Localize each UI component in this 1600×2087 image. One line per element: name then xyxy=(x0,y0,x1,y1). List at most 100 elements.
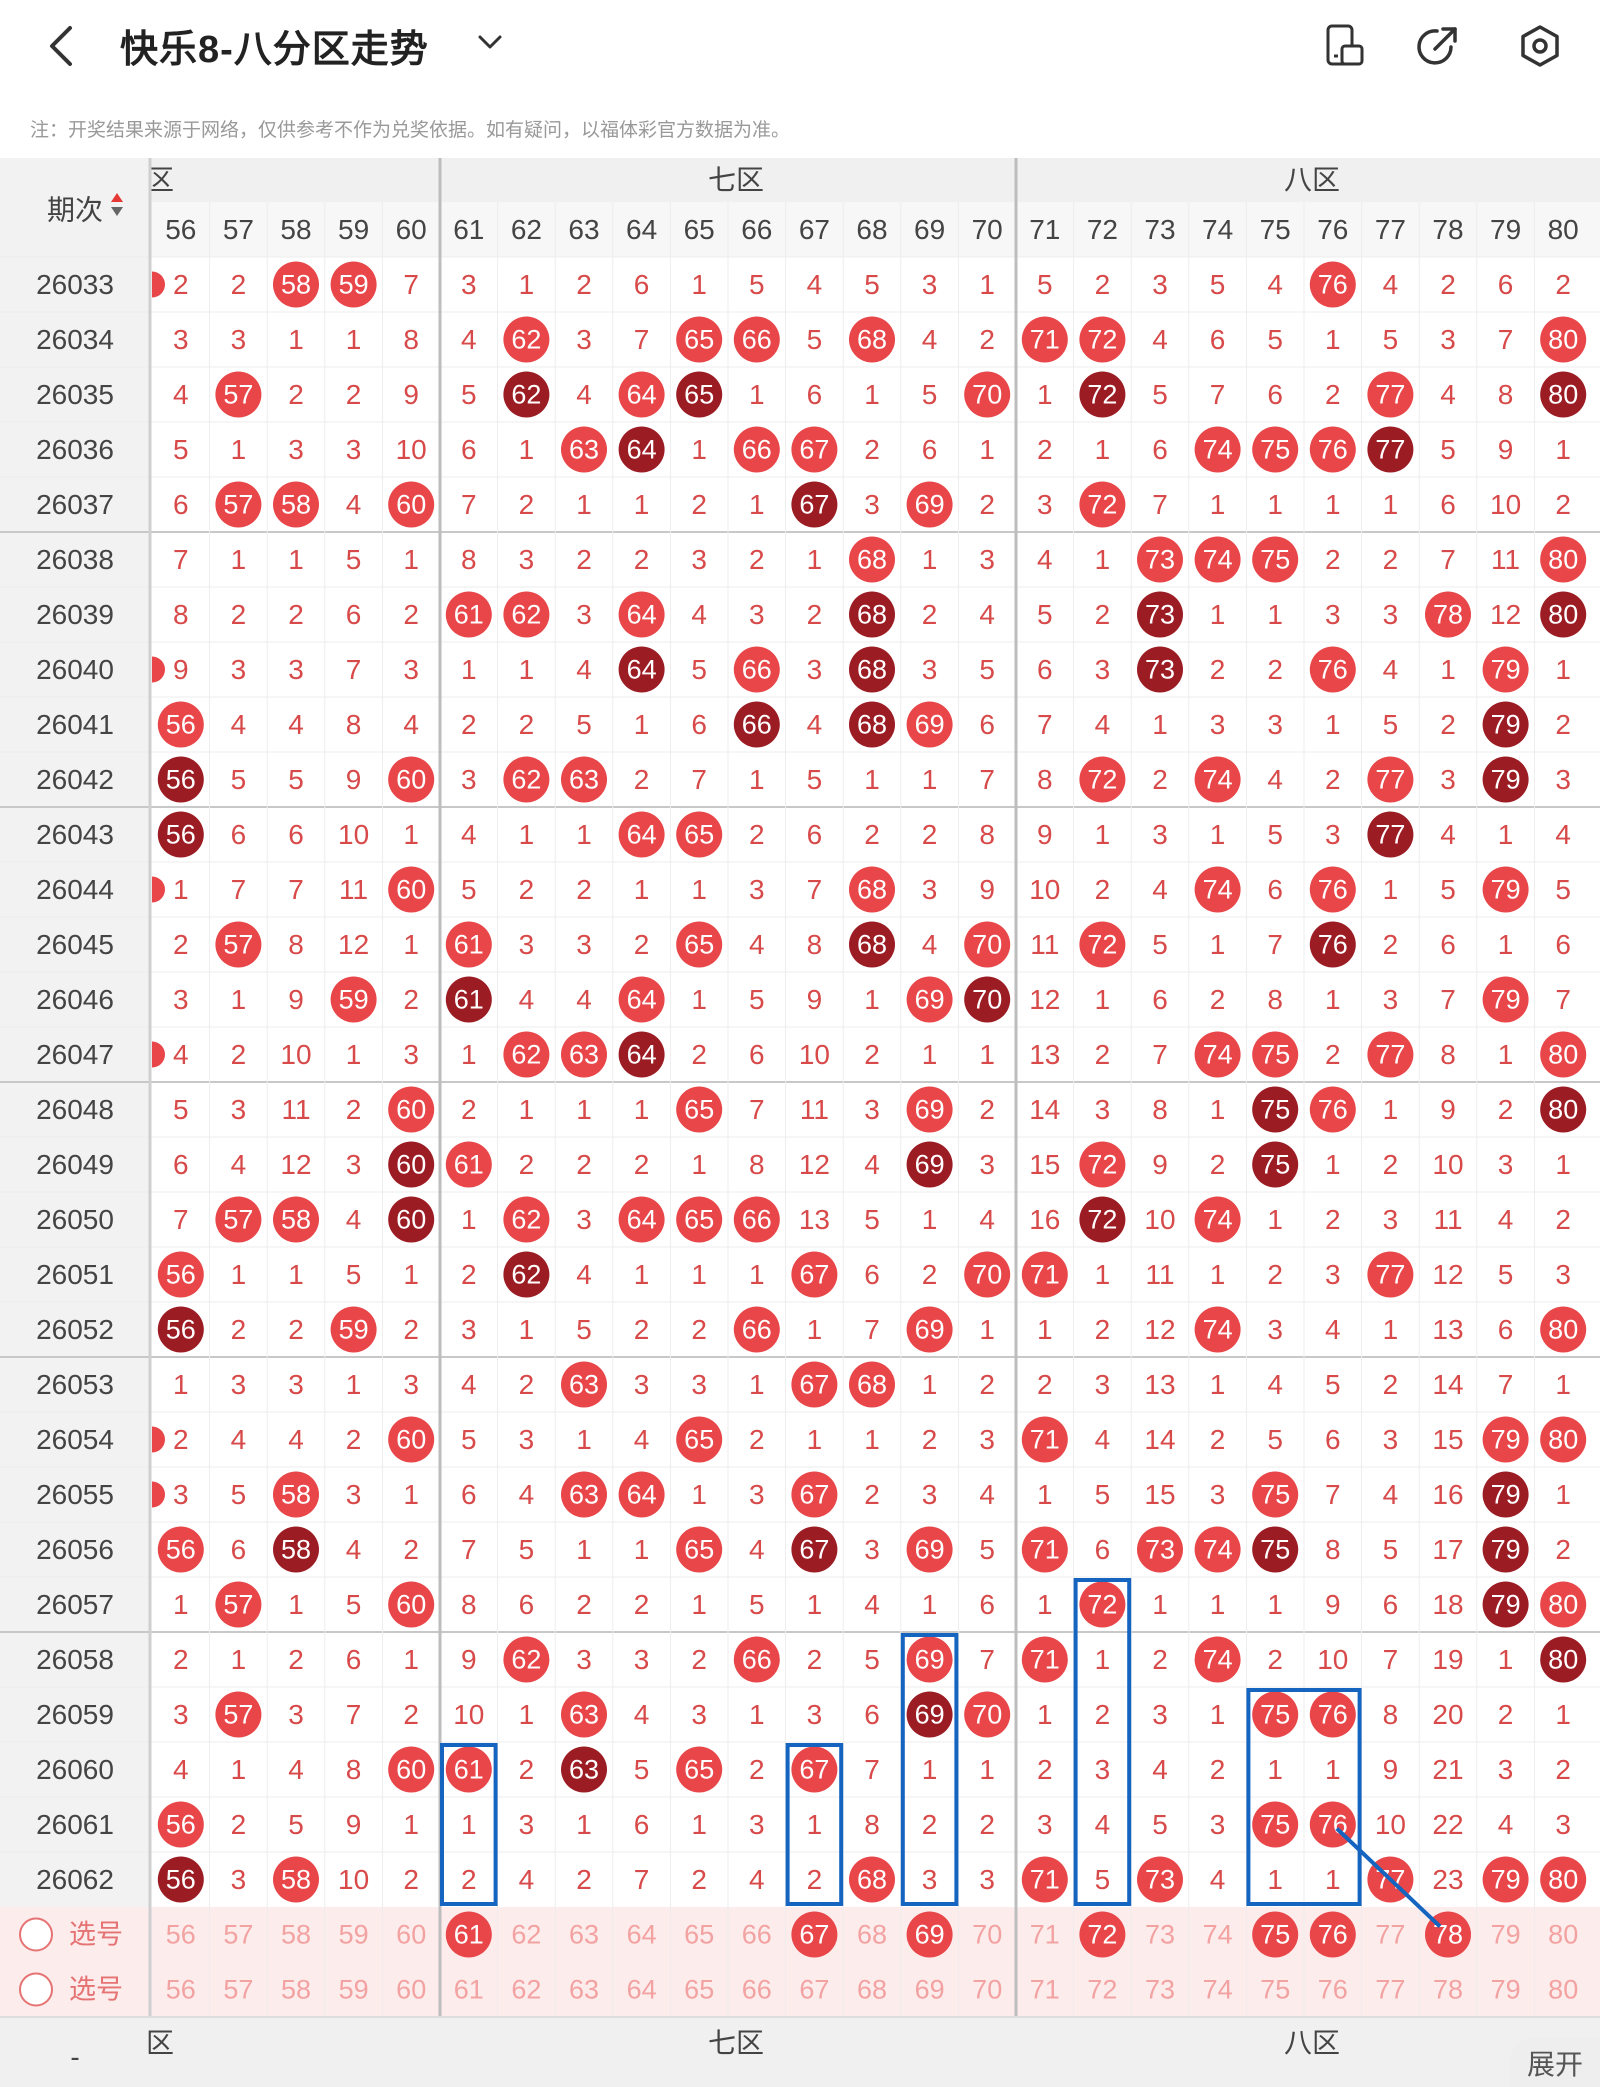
select-option[interactable]: 71 xyxy=(1030,1975,1060,2005)
selected-number[interactable]: 72 xyxy=(1087,1920,1117,1950)
selected-ball[interactable] xyxy=(445,1911,492,1958)
chevron-left-icon[interactable] xyxy=(36,16,86,76)
selected-number[interactable]: 67 xyxy=(799,1920,829,1950)
select-option[interactable]: 64 xyxy=(627,1920,657,1950)
miss-count: 4 xyxy=(576,379,592,410)
select-option[interactable]: 57 xyxy=(223,1920,253,1950)
miss-count: 4 xyxy=(1440,819,1456,850)
hit-number: 74 xyxy=(1203,765,1233,795)
sort-up-icon[interactable] xyxy=(111,193,123,202)
hit-number: 75 xyxy=(1260,435,1290,465)
miss-count: 1 xyxy=(1498,819,1514,850)
select-option[interactable]: 60 xyxy=(396,1920,426,1950)
expand-button[interactable]: 展开 xyxy=(1510,2038,1600,2087)
select-radio[interactable] xyxy=(19,1972,53,2007)
select-option[interactable]: 64 xyxy=(627,1975,657,2005)
select-option[interactable]: 79 xyxy=(1491,1975,1521,2005)
select-option[interactable]: 68 xyxy=(857,1920,887,1950)
select-option[interactable]: 62 xyxy=(511,1975,541,2005)
select-option[interactable]: 66 xyxy=(742,1920,772,1950)
miss-count: 2 xyxy=(1498,1699,1514,1730)
select-option[interactable]: 68 xyxy=(857,1975,887,2005)
miss-count: 23 xyxy=(1432,1864,1463,1895)
selected-number[interactable]: 61 xyxy=(454,1920,484,1950)
select-option[interactable]: 71 xyxy=(1030,1920,1060,1950)
miss-count: 6 xyxy=(634,269,650,300)
select-option[interactable]: 66 xyxy=(742,1975,772,2005)
select-option[interactable]: 62 xyxy=(511,1920,541,1950)
select-option[interactable]: 65 xyxy=(684,1975,714,2005)
select-option[interactable]: 80 xyxy=(1548,1975,1578,2005)
selected-ball[interactable] xyxy=(906,1911,953,1958)
select-option[interactable]: 70 xyxy=(972,1975,1002,2005)
miss-count: 10 xyxy=(338,1864,369,1895)
selected-ball[interactable] xyxy=(1309,1911,1356,1958)
select-option[interactable]: 65 xyxy=(684,1920,714,1950)
select-option[interactable]: 77 xyxy=(1375,1920,1405,1950)
phone-rotate-icon[interactable] xyxy=(1314,16,1374,76)
select-option[interactable]: 57 xyxy=(223,1975,253,2005)
miss-count: 3 xyxy=(749,1809,765,1840)
selected-ball[interactable] xyxy=(791,1911,838,1958)
miss-count: 2 xyxy=(1095,599,1111,630)
hit-ball xyxy=(1252,1031,1299,1078)
select-option[interactable]: 77 xyxy=(1375,1975,1405,2005)
select-option[interactable]: 74 xyxy=(1203,1975,1233,2005)
selected-ball[interactable] xyxy=(1079,1911,1126,1958)
selected-number[interactable]: 69 xyxy=(915,1920,945,1950)
select-option[interactable]: 59 xyxy=(339,1920,369,1950)
miss-count: 16 xyxy=(1432,1479,1463,1510)
sort-down-icon[interactable] xyxy=(111,207,123,216)
share-icon[interactable] xyxy=(1408,16,1468,76)
select-radio[interactable] xyxy=(19,1917,53,1952)
miss-count: 6 xyxy=(1267,379,1283,410)
select-option[interactable]: 63 xyxy=(569,1920,599,1950)
select-option[interactable]: 74 xyxy=(1203,1920,1233,1950)
select-option[interactable]: 70 xyxy=(972,1920,1002,1950)
selected-ball[interactable] xyxy=(1252,1911,1299,1958)
hit-ball xyxy=(791,1526,838,1573)
miss-count: 8 xyxy=(288,929,304,960)
select-option[interactable]: 73 xyxy=(1145,1920,1175,1950)
miss-count: 8 xyxy=(1498,379,1514,410)
miss-count: 2 xyxy=(231,1039,247,1070)
miss-count: 9 xyxy=(173,654,189,685)
select-option[interactable]: 56 xyxy=(166,1920,196,1950)
selected-number[interactable]: 75 xyxy=(1260,1920,1290,1950)
select-option[interactable]: 76 xyxy=(1318,1975,1348,2005)
miss-count: 7 xyxy=(461,1534,477,1565)
select-option[interactable]: 67 xyxy=(799,1975,829,2005)
hit-number: 77 xyxy=(1375,435,1405,465)
hit-number: 57 xyxy=(223,380,253,410)
select-option[interactable]: 79 xyxy=(1491,1920,1521,1950)
chevron-down-icon[interactable] xyxy=(470,22,510,62)
select-option[interactable]: 58 xyxy=(281,1920,311,1950)
miss-count: 7 xyxy=(634,324,650,355)
select-option[interactable]: 73 xyxy=(1145,1975,1175,2005)
period-header[interactable]: 期次 xyxy=(47,195,103,226)
hit-number: 59 xyxy=(339,1315,369,1345)
hit-number: 75 xyxy=(1260,1480,1290,1510)
hit-number: 58 xyxy=(281,1535,311,1565)
select-option[interactable]: 58 xyxy=(281,1975,311,2005)
miss-count: 1 xyxy=(864,984,880,1015)
hit-number: 76 xyxy=(1318,655,1348,685)
select-option[interactable]: 75 xyxy=(1260,1975,1290,2005)
hit-ball xyxy=(157,1251,204,1298)
select-option[interactable]: 59 xyxy=(339,1975,369,2005)
miss-count: 1 xyxy=(922,1754,938,1785)
select-option[interactable]: 80 xyxy=(1548,1920,1578,1950)
page-title[interactable]: 快乐8-八分区走势 xyxy=(120,29,429,71)
hit-ball xyxy=(1079,1581,1126,1628)
select-option[interactable]: 72 xyxy=(1087,1975,1117,2005)
select-option[interactable]: 61 xyxy=(454,1975,484,2005)
select-option[interactable]: 69 xyxy=(915,1975,945,2005)
select-option[interactable]: 63 xyxy=(569,1975,599,2005)
select-option[interactable]: 56 xyxy=(166,1975,196,2005)
miss-count: 2 xyxy=(1555,1204,1571,1235)
hit-ball xyxy=(157,701,204,748)
select-option[interactable]: 60 xyxy=(396,1975,426,2005)
selected-number[interactable]: 76 xyxy=(1318,1920,1348,1950)
settings-icon[interactable] xyxy=(1510,16,1570,76)
select-option[interactable]: 78 xyxy=(1433,1975,1463,2005)
